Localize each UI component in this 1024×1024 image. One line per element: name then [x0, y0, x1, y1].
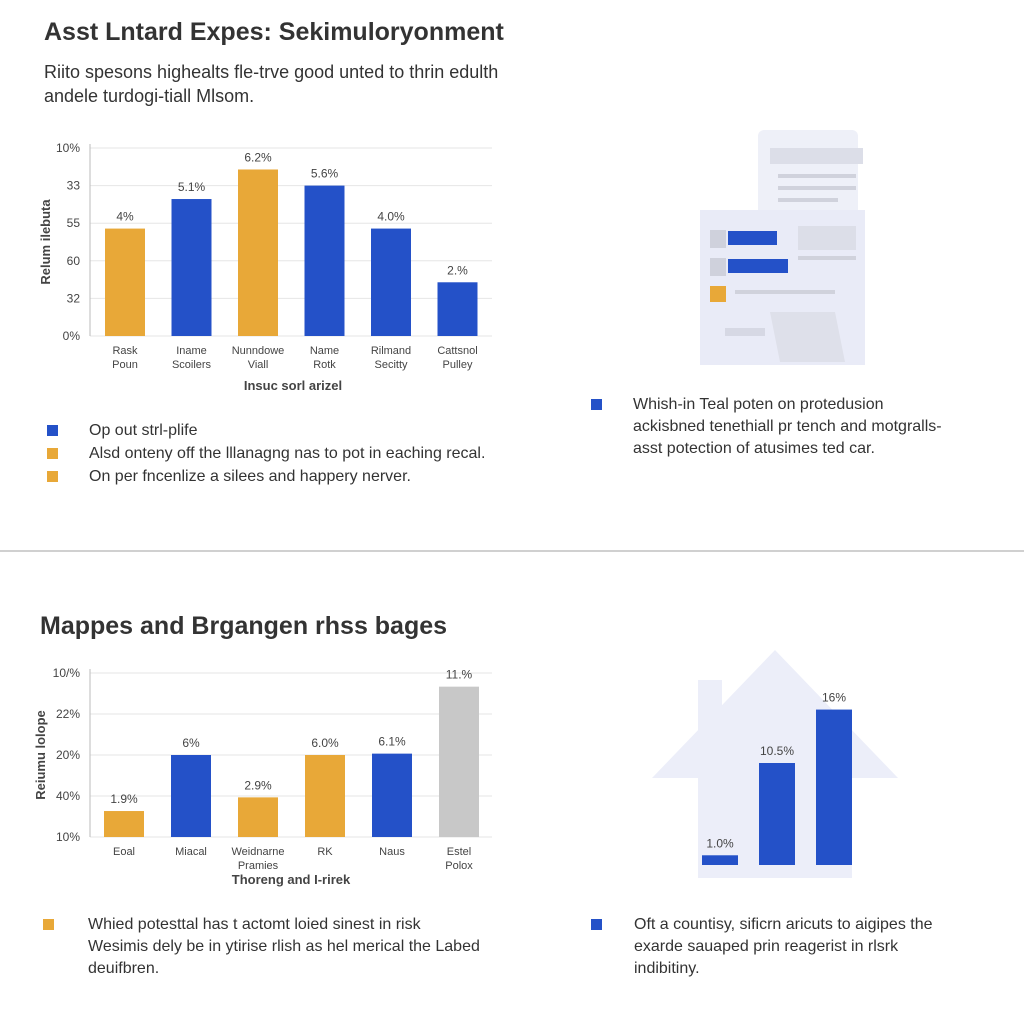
y-tick-label: 10%	[56, 830, 80, 844]
x-tick-label: Naus	[379, 846, 405, 858]
bar	[104, 811, 144, 837]
x-axis-title: Insuc sorl arizel	[244, 378, 342, 393]
note-text: exarde sauaped prin reagerist in rlsrk	[634, 938, 899, 955]
house-chimney	[698, 680, 722, 740]
x-tick-label: Miacal	[175, 846, 207, 858]
bar	[171, 199, 212, 336]
x-tick-label: Rask Poun	[112, 345, 138, 371]
x-tick-label: Estel Polox	[445, 846, 473, 872]
y-tick-label: 22%	[56, 707, 80, 721]
value-label: 5.6%	[311, 167, 339, 181]
note-text: Oft a countisy, sificrn aricuts to aigip…	[634, 916, 933, 933]
x-tick-label: Name Rotk	[310, 345, 339, 371]
bar	[372, 753, 412, 837]
bar	[304, 185, 345, 336]
document-illustration	[700, 130, 865, 365]
value-label: 6%	[182, 736, 200, 750]
x-tick-label: Nunndowe Viall	[232, 345, 285, 371]
page-title: Asst Lntard Expes: Sekimuloryonment	[44, 18, 504, 46]
y-tick-label: 32	[67, 291, 81, 305]
note-text: deuifbren.	[88, 960, 160, 977]
bar	[238, 797, 278, 837]
bar	[371, 228, 411, 336]
bar	[702, 855, 738, 865]
y-tick-label: 0%	[63, 329, 81, 343]
x-tick-label: Cattsnol Pulley	[437, 345, 477, 371]
note-text: Op out strl-plife	[89, 422, 198, 439]
value-label: 2.%	[447, 263, 468, 277]
value-label: 11.%	[446, 668, 473, 682]
y-axis-title: Relum ilebuta	[38, 199, 53, 285]
y-axis-title: Reiumu lolope	[33, 710, 48, 800]
value-label: 10.5%	[760, 744, 794, 758]
note-text: On per fncenlize a silees and happery ne…	[89, 468, 411, 485]
note-text: ackisbned tenethiall pr tench and motgra…	[633, 418, 942, 435]
note-text: Wesimis dely be in ytirise rlish as hel …	[88, 938, 480, 955]
y-tick-label: 33	[67, 179, 81, 193]
y-tick-label: 40%	[56, 789, 80, 803]
note-marker	[591, 399, 602, 410]
value-label: 5.1%	[178, 180, 206, 194]
y-tick-label: 55	[67, 216, 81, 230]
value-label: 6.2%	[244, 150, 272, 164]
x-tick-label: RK	[317, 846, 333, 858]
y-tick-label: 10%	[56, 141, 80, 155]
bar	[238, 169, 278, 336]
bar	[105, 228, 145, 336]
note-text: indibitiny.	[634, 960, 700, 977]
note-marker	[47, 425, 58, 436]
y-tick-label: 60	[67, 254, 81, 268]
bar	[305, 755, 345, 837]
x-axis-title: Thoreng and I-rirek	[232, 872, 351, 887]
note-marker	[47, 471, 58, 482]
bar	[171, 755, 211, 837]
bar	[759, 763, 795, 865]
value-label: 2.9%	[244, 778, 272, 792]
note-marker	[47, 448, 58, 459]
subtitle-line: andele turdogi-tiall Mlsom.	[44, 86, 255, 106]
note-marker	[591, 919, 602, 930]
x-tick-label: Rilmand Secitty	[371, 345, 411, 371]
value-label: 1.9%	[110, 792, 138, 806]
note-text: asst potection of atusimes ted car.	[633, 440, 875, 457]
note-marker	[43, 919, 54, 930]
value-label: 6.0%	[311, 736, 339, 750]
value-label: 1.0%	[706, 836, 734, 850]
x-tick-label: Weidnarne Pramies	[232, 846, 285, 872]
x-tick-label: Iname Scoilers	[172, 345, 212, 371]
note-text: Alsd onteny off the lllanagng nas to pot…	[89, 445, 486, 462]
value-label: 6.1%	[378, 735, 406, 749]
note-text: Whish-in Teal poten on protedusion	[633, 396, 884, 413]
section-title: Mappes and Brgangen rhss bages	[40, 612, 448, 640]
bar	[437, 282, 478, 336]
note-text: Whied potesttal has t actomt loied sines…	[88, 916, 421, 933]
x-tick-label: Eoal	[113, 846, 135, 858]
subtitle-line: Riito spesons highealts fle-trve good un…	[44, 62, 499, 82]
value-label: 4.0%	[377, 210, 405, 224]
y-tick-label: 20%	[56, 748, 80, 762]
y-tick-label: 10/%	[53, 666, 81, 680]
value-label: 4%	[116, 210, 134, 224]
bar	[816, 709, 852, 865]
bar	[439, 686, 479, 837]
value-label: 16%	[822, 691, 846, 705]
